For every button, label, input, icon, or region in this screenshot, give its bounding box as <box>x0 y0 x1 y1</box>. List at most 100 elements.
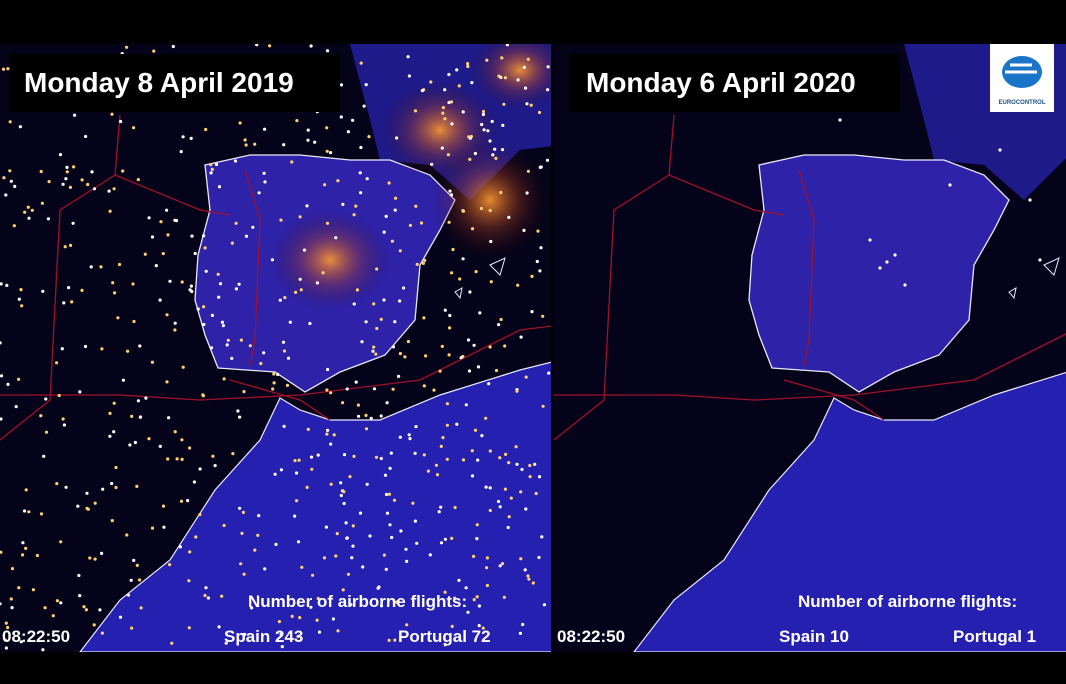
flight-dot <box>519 490 523 494</box>
flight-dot <box>295 499 299 503</box>
flight-dot <box>299 288 303 292</box>
flight-dot <box>293 514 297 518</box>
flight-dot <box>65 165 69 169</box>
flight-dot <box>838 118 842 122</box>
flight-dot <box>464 586 468 590</box>
flight-dot <box>325 49 330 53</box>
flight-dot <box>132 126 136 130</box>
flight-dot <box>453 596 457 600</box>
flight-dot <box>8 120 12 124</box>
flight-dot <box>422 316 426 320</box>
flight-dot <box>295 119 299 123</box>
flight-dot <box>451 247 455 252</box>
flight-dot <box>234 287 238 291</box>
flight-dot <box>12 224 16 228</box>
counter-title: Number of airborne flights: <box>798 592 1017 611</box>
flight-dot <box>485 566 489 570</box>
flight-dot <box>138 344 142 348</box>
flight-dot <box>948 183 952 187</box>
flight-dot <box>236 409 240 413</box>
flight-dot <box>0 602 2 606</box>
flight-dot <box>491 153 495 157</box>
flight-dot <box>384 492 389 497</box>
flight-dot <box>272 381 276 385</box>
flight-dot <box>30 208 34 212</box>
flight-dot <box>461 209 466 213</box>
flight-dot <box>161 504 166 508</box>
flight-dot <box>80 178 84 182</box>
flight-dot <box>65 170 69 174</box>
flight-dot <box>398 249 402 253</box>
flight-dot <box>477 604 481 608</box>
flight-dot <box>472 343 476 347</box>
flight-dot <box>355 288 359 292</box>
flight-dot <box>132 558 136 563</box>
flight-dot <box>501 123 505 127</box>
flight-dot <box>64 177 68 181</box>
flight-dot <box>514 445 518 449</box>
flight-dot <box>348 475 352 479</box>
flight-dot <box>108 411 112 415</box>
flight-dot <box>175 457 179 461</box>
flight-dot <box>82 605 86 609</box>
flight-dot <box>168 279 172 283</box>
flight-dot <box>503 344 507 348</box>
flight-dot <box>331 617 335 621</box>
flight-dot <box>173 430 177 434</box>
flight-dot <box>443 590 447 594</box>
flight-dot <box>101 487 105 491</box>
flight-dot <box>547 371 551 375</box>
flight-dot <box>243 138 247 142</box>
flight-dot <box>166 233 170 237</box>
flight-dot <box>405 623 409 627</box>
flight-dot <box>457 84 461 88</box>
flight-dot <box>248 344 252 348</box>
flight-dot <box>323 183 327 187</box>
flight-dot <box>455 422 459 426</box>
flight-dot <box>14 405 18 409</box>
flight-dot <box>282 143 286 147</box>
flight-dot <box>240 531 244 536</box>
flight-dot <box>20 304 24 308</box>
flight-dot <box>213 464 217 468</box>
flight-dot <box>139 606 143 610</box>
flight-dot <box>92 187 97 191</box>
flight-dot <box>499 190 503 195</box>
flight-dot <box>519 335 523 339</box>
flight-dot <box>152 49 156 53</box>
flight-dot <box>251 225 255 229</box>
flight-dot <box>138 578 142 582</box>
counter-title: Number of airborne flights: <box>248 592 467 611</box>
flight-dot <box>538 475 542 479</box>
flight-dot <box>180 438 184 442</box>
flight-dot <box>341 202 345 206</box>
flight-dot <box>529 103 533 107</box>
flight-dot <box>161 252 165 256</box>
flight-dot <box>316 453 320 457</box>
flight-dot <box>360 340 364 344</box>
flight-dot <box>144 396 148 400</box>
flight-dot <box>354 204 358 208</box>
flight-dot <box>324 525 328 529</box>
flight-dot <box>41 648 45 652</box>
flight-dot <box>528 475 532 479</box>
flight-dot <box>210 167 214 171</box>
flight-dot <box>448 326 452 330</box>
flight-dot <box>478 311 482 315</box>
flight-dot <box>450 536 454 541</box>
flight-dot <box>181 135 185 139</box>
flight-dot <box>329 151 333 155</box>
flight-dot <box>497 74 501 78</box>
flight-dot <box>359 191 363 195</box>
flight-dot <box>479 206 483 211</box>
flight-dot <box>268 44 272 48</box>
flight-dot <box>19 640 23 644</box>
flight-dot <box>189 284 193 288</box>
flight-dot <box>375 267 379 271</box>
flight-dot <box>519 557 523 561</box>
flight-dot <box>121 169 125 173</box>
flight-dot <box>470 449 474 453</box>
flight-dot <box>350 556 354 560</box>
flight-dot <box>68 185 72 189</box>
flight-dot <box>98 608 102 612</box>
